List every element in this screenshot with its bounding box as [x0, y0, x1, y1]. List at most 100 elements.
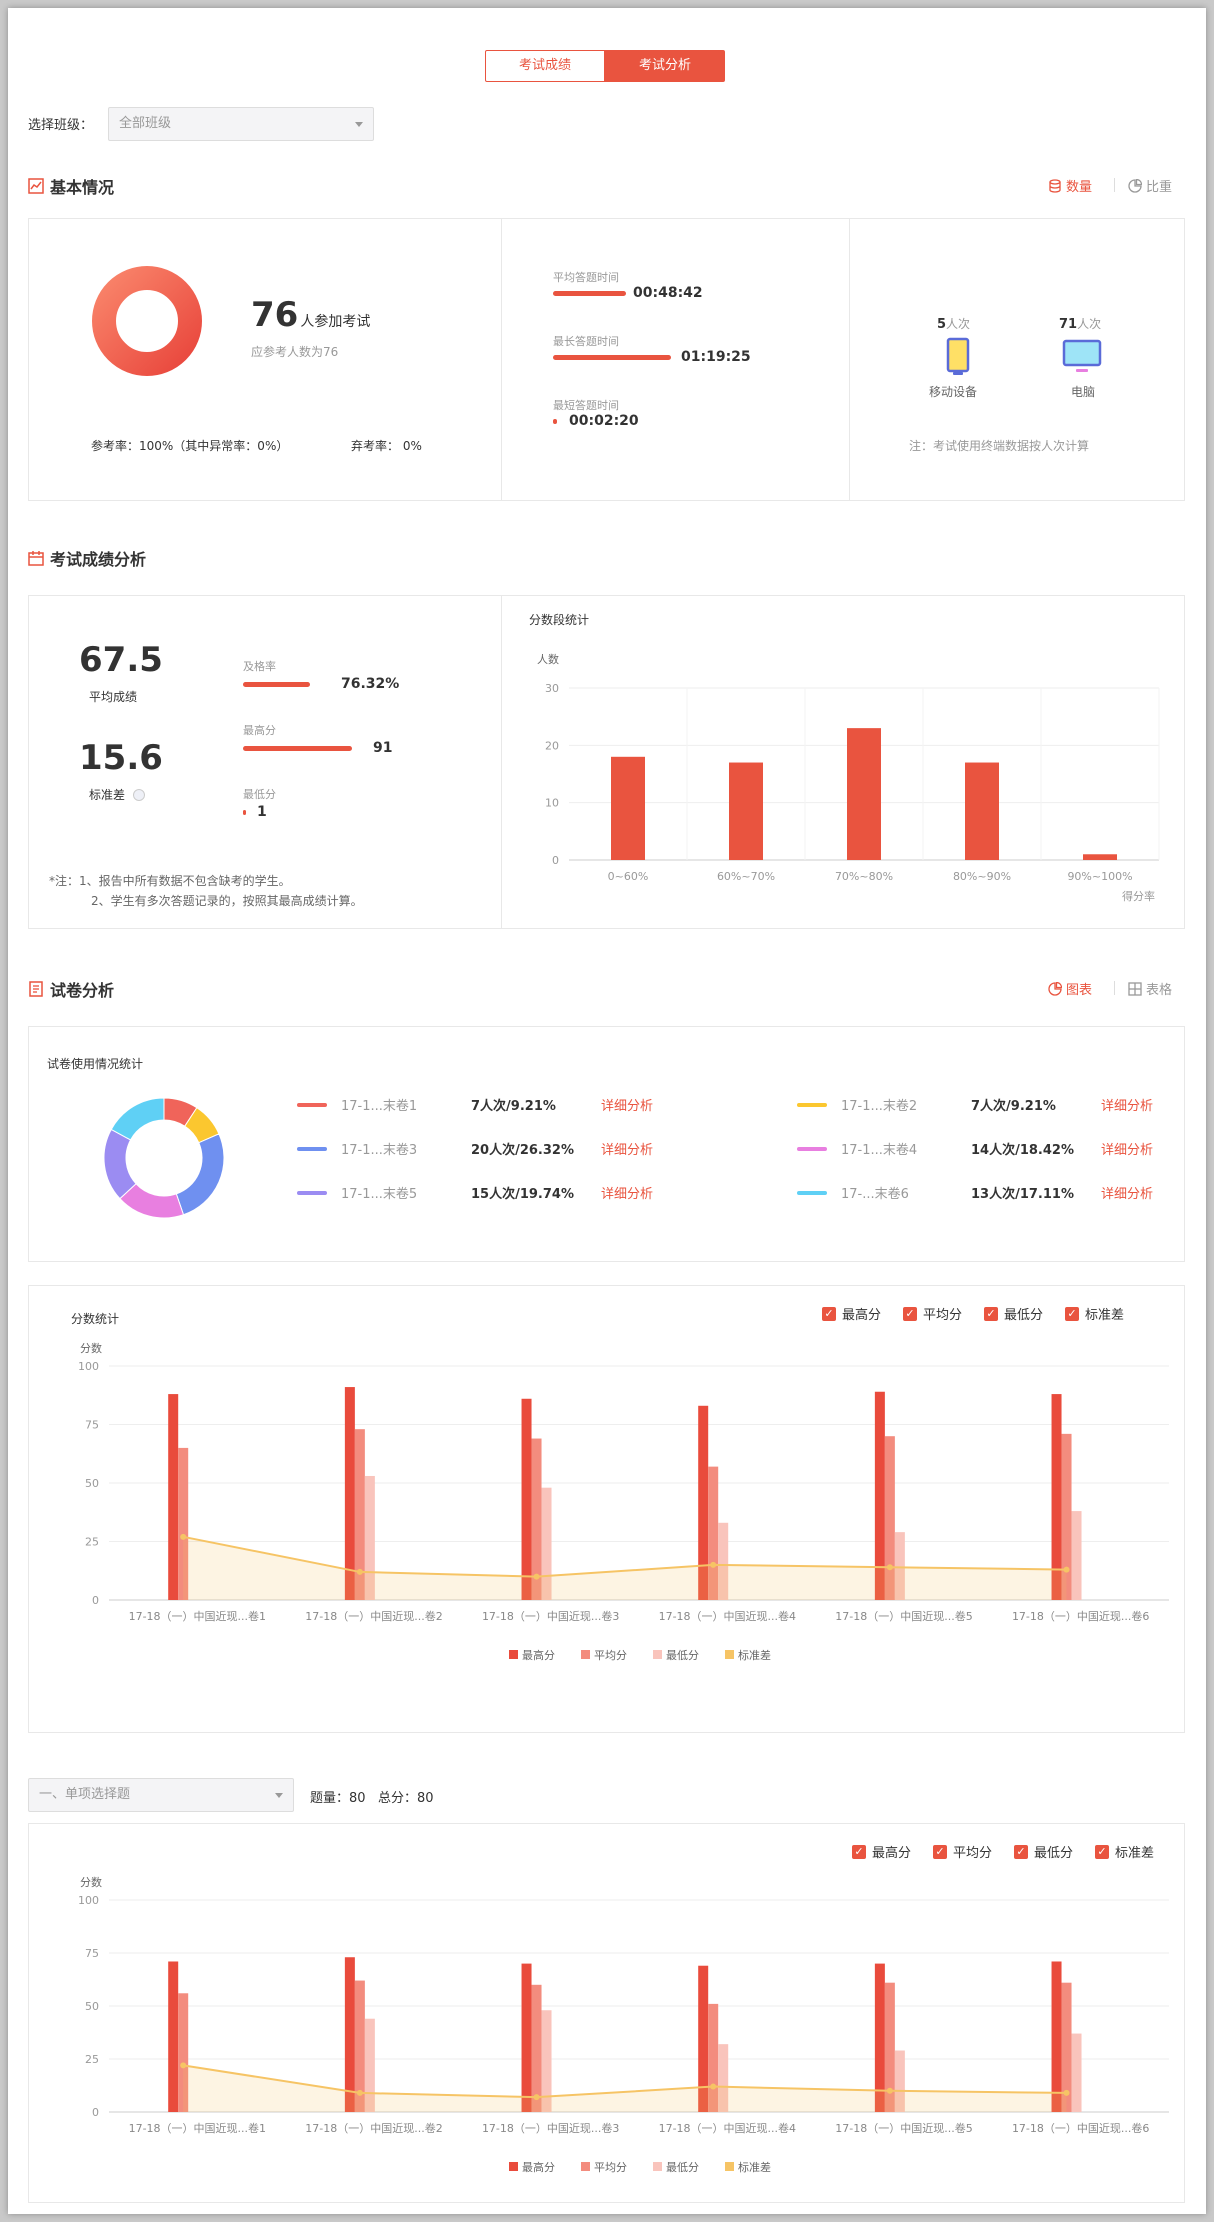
- donut-slice: [110, 1097, 165, 1141]
- legend-label: 最低分: [666, 2161, 699, 2174]
- y-tick-label: 75: [85, 1947, 99, 1960]
- bar: [364, 2018, 375, 2112]
- basic-panel: 76 人参加考试 应参考人数为76 参考率：100%（其中异常率：0%） 弃考率…: [28, 218, 1185, 501]
- class-select[interactable]: 全部班级: [108, 107, 374, 141]
- x-tick-label: 17-18（一）中国近现...卷3: [482, 2121, 619, 2135]
- toggle-count[interactable]: 数量: [1048, 176, 1092, 195]
- check-max[interactable]: ✓ 最高分: [821, 1304, 881, 1323]
- avg-time-label: 平均答题时间: [553, 271, 619, 284]
- legend-swatch: [297, 1190, 327, 1195]
- bar: [1071, 1511, 1082, 1600]
- chevron-down-icon: [275, 1793, 283, 1798]
- chevron-down-icon: [355, 122, 363, 127]
- pie-chart-icon: [1048, 981, 1062, 996]
- max-score-bar: [243, 746, 353, 751]
- x-tick-label: 60%~70%: [717, 870, 775, 883]
- legend-swatch: [509, 1650, 518, 1659]
- basic-title-text: 基本情况: [50, 178, 115, 197]
- legend-label: 平均分: [594, 1649, 627, 1662]
- std-point: [356, 1568, 363, 1575]
- toggle-table[interactable]: 表格: [1128, 979, 1172, 998]
- detail-analysis-link[interactable]: 详细分析: [601, 1099, 654, 1114]
- tab-exam-analysis[interactable]: 考试分析: [605, 50, 725, 82]
- checkbox-checked-icon: ✓: [983, 1306, 998, 1321]
- bar: [718, 2044, 729, 2112]
- bar: [344, 1387, 355, 1600]
- bar: [531, 1984, 542, 2112]
- detail-analysis-link[interactable]: 详细分析: [601, 1187, 654, 1202]
- x-tick-label: 17-18（一）中国近现...卷2: [305, 1609, 442, 1623]
- legend-swatch: [725, 1650, 734, 1659]
- question-total: 总分：80: [378, 1791, 434, 1806]
- detail-analysis-link[interactable]: 详细分析: [1101, 1187, 1154, 1202]
- check-avg[interactable]: ✓ 平均分: [902, 1304, 962, 1323]
- check-std[interactable]: ✓ 标准差: [1064, 1304, 1124, 1323]
- std-line: [183, 1535, 1067, 1578]
- checkbox-checked-icon: ✓: [1013, 1844, 1028, 1859]
- check-avg[interactable]: ✓ 平均分: [932, 1842, 992, 1861]
- bar: [354, 1980, 365, 2112]
- x-tick-label: 17-18（一）中国近现...卷4: [659, 1609, 796, 1623]
- legend-swatch: [581, 1650, 590, 1659]
- toggle-ratio[interactable]: 比重: [1128, 176, 1172, 195]
- x-tick-label: 17-18（一）中国近现...卷4: [659, 2121, 796, 2135]
- max-score-label: 最高分: [243, 724, 276, 737]
- legend-label: 平均分: [594, 2161, 627, 2174]
- toggle-chart[interactable]: 图表: [1048, 979, 1092, 998]
- detail-analysis-link[interactable]: 详细分析: [1101, 1143, 1154, 1158]
- info-icon[interactable]: [133, 788, 146, 801]
- std-point: [886, 2087, 893, 2094]
- bar: [718, 1522, 729, 1600]
- bar: [847, 728, 881, 860]
- bar: [611, 756, 645, 860]
- question-type-select[interactable]: 一、单项选择题: [28, 1778, 294, 1812]
- check-max[interactable]: ✓ 最高分: [851, 1842, 911, 1861]
- detail-analysis-link[interactable]: 详细分析: [1101, 1099, 1154, 1114]
- legend-swatch: [653, 1650, 662, 1659]
- database-icon: [1049, 178, 1061, 193]
- check-min[interactable]: ✓ 最低分: [1013, 1842, 1073, 1861]
- bar: [884, 1436, 895, 1600]
- basic-section-title: 基本情况: [28, 174, 114, 198]
- paper-name: 17-1...末卷5: [341, 1187, 418, 1202]
- paper-value: 7人次/9.21%: [471, 1099, 556, 1114]
- paper-name: 17-1...末卷3: [341, 1143, 418, 1158]
- pass-rate-label: 及格率: [243, 660, 276, 673]
- legend-swatch: [509, 2162, 518, 2171]
- page-frame: 考试成绩 考试分析 选择班级： 全部班级 基本情况 数量 比重 76 人参加考试…: [8, 8, 1206, 2214]
- bar: [1061, 1982, 1072, 2112]
- paper-legend-item: 17-1...末卷1 7人次/9.21% 详细分析: [297, 1095, 653, 1114]
- paper-legend-item: 17-1...末卷3 20人次/26.32% 详细分析: [297, 1139, 653, 1158]
- calendar-icon: [28, 551, 44, 566]
- toggle-ratio-label: 比重: [1146, 180, 1173, 195]
- y-axis-label: 分数: [80, 1342, 102, 1355]
- bar: [884, 1982, 895, 2112]
- check-min[interactable]: ✓ 最低分: [983, 1304, 1043, 1323]
- legend-label: 标准差: [738, 2160, 771, 2174]
- chart-title: 分数段统计: [529, 612, 589, 627]
- score-panel: 67.5 平均成绩 15.6 标准差 及格率 76.32% 最高分 91 最低分…: [28, 595, 1185, 929]
- detail-analysis-link[interactable]: 详细分析: [601, 1143, 654, 1158]
- y-axis-label: 分数: [80, 1876, 102, 1889]
- score-note-1: *注：1、报告中所有数据不包含缺考的学生。: [49, 874, 291, 888]
- max-time-value: 01:19:25: [681, 349, 751, 365]
- tab-exam-scores[interactable]: 考试成绩: [485, 50, 605, 82]
- bar: [1083, 854, 1117, 860]
- avg-score: 67.5: [79, 640, 163, 680]
- std-point: [1063, 2089, 1070, 2096]
- y-tick-label: 0: [92, 1594, 99, 1607]
- legend-swatch: [797, 1102, 827, 1107]
- legend-label: 标准差: [738, 1648, 771, 1662]
- pc-count: 71: [1059, 317, 1078, 332]
- y-tick-label: 30: [545, 682, 559, 695]
- legend-swatch: [797, 1190, 827, 1195]
- paper-title-text: 试卷分析: [50, 981, 115, 1000]
- participation-rates: 参考率：100%（其中异常率：0%）: [91, 439, 289, 453]
- bar: [168, 1394, 179, 1600]
- check-std[interactable]: ✓ 标准差: [1094, 1842, 1154, 1861]
- checkbox-checked-icon: ✓: [821, 1306, 836, 1321]
- checkbox-checked-icon: ✓: [1064, 1306, 1079, 1321]
- class-select-value: 全部班级: [119, 116, 172, 131]
- avg-score-label: 平均成绩: [89, 690, 138, 704]
- avg-time-value: 00:48:42: [633, 285, 703, 301]
